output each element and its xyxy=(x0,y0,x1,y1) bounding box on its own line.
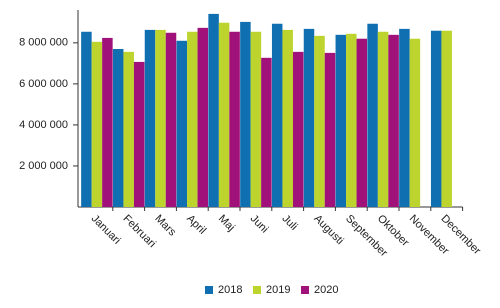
bar xyxy=(155,29,166,207)
bar xyxy=(399,28,410,207)
bar xyxy=(112,48,124,208)
bar xyxy=(282,29,293,207)
legend-swatch xyxy=(301,286,309,294)
legend-swatch xyxy=(205,286,213,294)
bar xyxy=(324,52,336,207)
legend-label: 2018 xyxy=(218,284,242,296)
bar xyxy=(367,23,378,207)
x-tick-label: Juli xyxy=(280,213,300,233)
legend-label: 2019 xyxy=(266,284,290,296)
bar xyxy=(240,21,251,207)
bar xyxy=(91,41,103,207)
legend-label: 2020 xyxy=(314,284,338,296)
y-tick-label: 6 000 000 xyxy=(19,78,68,90)
y-tick-label: 8 000 000 xyxy=(19,37,68,49)
bar xyxy=(335,34,347,208)
x-tick-label: Januari xyxy=(89,213,123,247)
x-tick-label: Maj xyxy=(216,213,237,234)
x-tick-label: Juni xyxy=(248,213,271,236)
bar xyxy=(441,30,452,207)
bar xyxy=(430,30,442,207)
bar xyxy=(409,38,421,207)
bar xyxy=(208,13,219,208)
bar xyxy=(81,31,92,208)
bar xyxy=(133,61,145,207)
y-tick-label: 4 000 000 xyxy=(19,119,68,131)
bar xyxy=(261,57,272,208)
bar xyxy=(356,38,368,207)
bar xyxy=(165,32,177,208)
bar xyxy=(218,22,230,207)
bar xyxy=(377,31,389,208)
bar xyxy=(197,27,209,208)
bar xyxy=(144,29,156,207)
bar xyxy=(176,40,188,207)
y-tick-label: 2 000 000 xyxy=(19,160,68,172)
bar xyxy=(229,31,240,208)
x-tick-label: Mars xyxy=(152,213,178,239)
bar xyxy=(250,31,262,208)
bar xyxy=(346,33,357,207)
legend-swatch xyxy=(253,286,261,294)
bar xyxy=(292,51,304,207)
bar xyxy=(271,23,283,207)
bar xyxy=(187,31,198,208)
x-tick-label: Augusti xyxy=(311,213,345,247)
x-tick-label: April xyxy=(184,213,208,237)
bar xyxy=(123,51,134,207)
bar xyxy=(102,37,113,208)
x-tick-label: Februari xyxy=(121,213,158,250)
bar xyxy=(388,34,399,208)
bar xyxy=(314,35,325,208)
bar xyxy=(303,28,315,207)
